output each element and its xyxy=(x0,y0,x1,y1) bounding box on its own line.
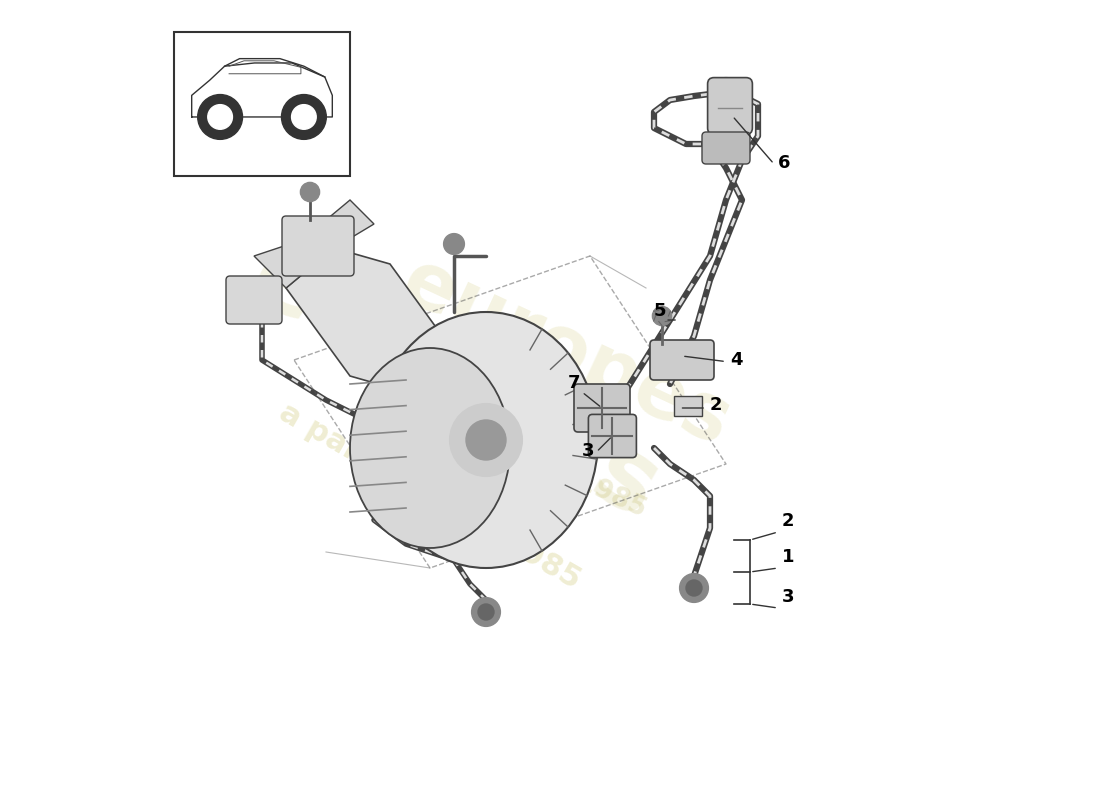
Ellipse shape xyxy=(374,312,598,568)
FancyBboxPatch shape xyxy=(226,276,282,324)
Ellipse shape xyxy=(350,348,510,548)
Circle shape xyxy=(282,94,327,139)
FancyBboxPatch shape xyxy=(707,78,752,134)
Circle shape xyxy=(478,604,494,620)
Circle shape xyxy=(292,105,316,130)
Circle shape xyxy=(686,580,702,596)
Circle shape xyxy=(652,306,672,326)
Circle shape xyxy=(680,574,708,602)
Circle shape xyxy=(443,234,464,254)
Circle shape xyxy=(208,105,232,130)
Circle shape xyxy=(466,420,506,460)
Text: a part of since 1985: a part of since 1985 xyxy=(274,398,586,594)
FancyBboxPatch shape xyxy=(282,216,354,276)
FancyBboxPatch shape xyxy=(588,414,637,458)
Circle shape xyxy=(712,78,740,106)
Circle shape xyxy=(450,404,522,476)
Polygon shape xyxy=(286,248,454,392)
Text: europes: europes xyxy=(389,242,742,462)
Circle shape xyxy=(300,182,320,202)
Text: 7: 7 xyxy=(568,374,580,392)
FancyBboxPatch shape xyxy=(650,340,714,380)
Bar xyxy=(674,396,702,416)
Text: 2: 2 xyxy=(710,397,723,414)
Text: 3: 3 xyxy=(782,589,794,606)
FancyBboxPatch shape xyxy=(574,384,630,432)
Text: 3: 3 xyxy=(582,442,594,460)
Bar xyxy=(174,32,350,176)
Text: 4: 4 xyxy=(730,350,743,369)
Circle shape xyxy=(198,94,242,139)
Text: a part of since 1985: a part of since 1985 xyxy=(370,374,650,522)
Text: 1: 1 xyxy=(782,547,794,566)
Text: 2: 2 xyxy=(782,512,794,530)
Polygon shape xyxy=(254,200,374,288)
Text: 5: 5 xyxy=(654,302,667,320)
Text: 6: 6 xyxy=(778,154,791,172)
FancyBboxPatch shape xyxy=(702,132,750,164)
Text: europes: europes xyxy=(232,228,675,540)
Circle shape xyxy=(718,84,734,100)
Circle shape xyxy=(472,598,500,626)
